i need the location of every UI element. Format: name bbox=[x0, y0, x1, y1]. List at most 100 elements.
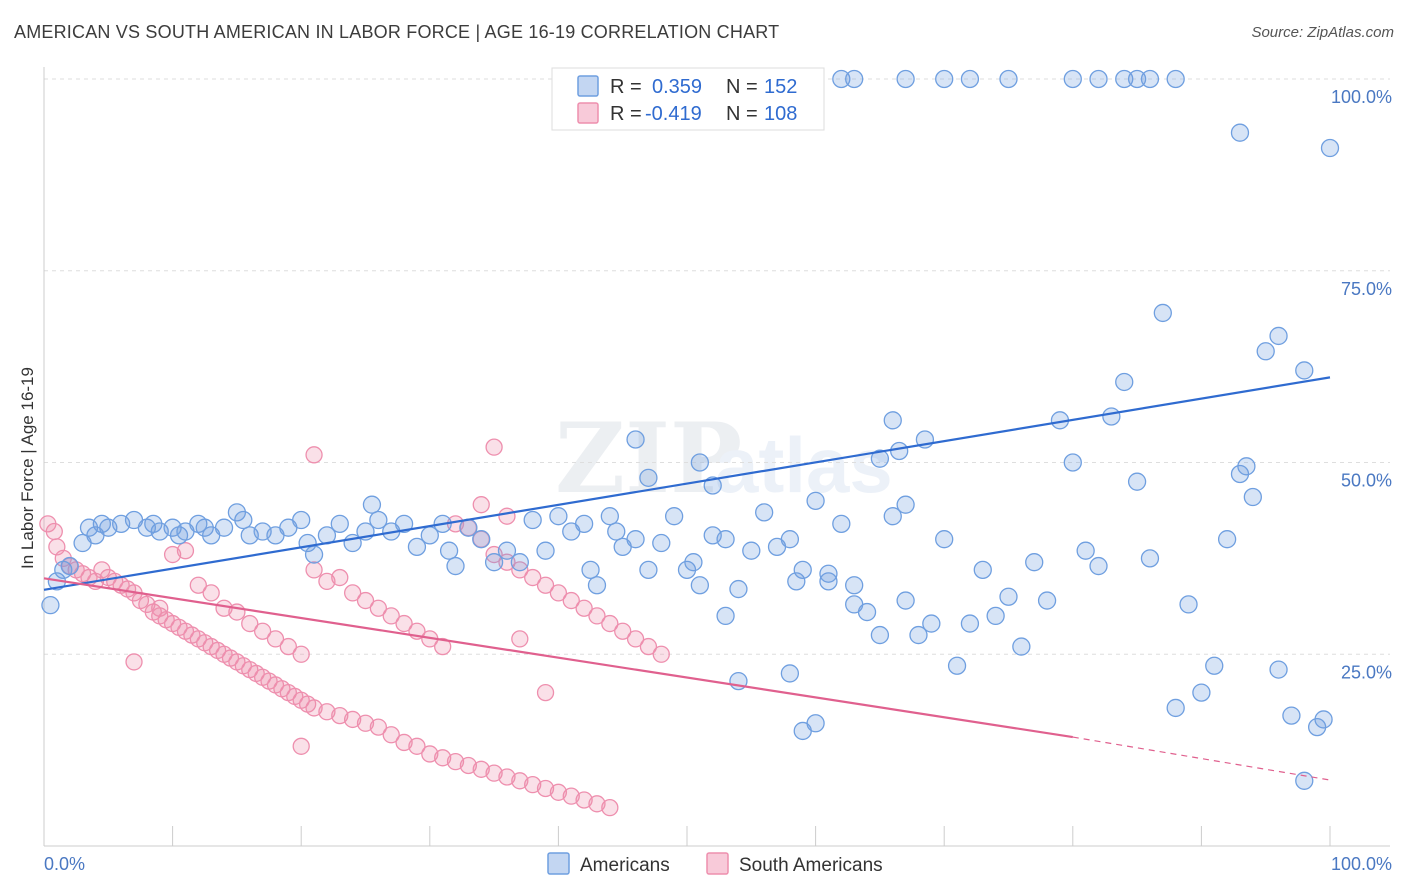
south-american-point bbox=[485, 764, 503, 782]
american-point bbox=[999, 587, 1018, 606]
legend-r-value-1: 0.359 bbox=[652, 76, 702, 98]
american-point bbox=[472, 530, 491, 549]
south-american-point bbox=[266, 630, 285, 648]
american-point bbox=[1076, 541, 1095, 560]
american-point bbox=[960, 614, 980, 633]
american-point bbox=[1205, 656, 1224, 675]
south-american-point bbox=[343, 584, 362, 602]
south-american-point bbox=[292, 645, 310, 663]
american-point bbox=[1269, 326, 1288, 346]
american-point bbox=[1237, 457, 1256, 476]
south-american-point bbox=[434, 749, 452, 767]
south-american-point bbox=[279, 637, 297, 656]
american-point bbox=[292, 510, 311, 530]
american-point bbox=[1166, 69, 1185, 89]
watermark: ZIP atlas bbox=[555, 402, 893, 515]
south-american-point bbox=[382, 607, 400, 625]
american-point bbox=[1127, 472, 1147, 491]
south-american-point bbox=[241, 614, 259, 633]
american-point bbox=[369, 510, 388, 530]
american-point bbox=[639, 468, 658, 487]
american-point bbox=[845, 69, 864, 89]
american-point bbox=[1256, 342, 1275, 361]
legend-bottom-label-south-americans: South Americans bbox=[739, 855, 883, 876]
american-point bbox=[1153, 303, 1172, 323]
american-point bbox=[536, 541, 555, 560]
legend-n-value-2: 108 bbox=[764, 103, 797, 125]
south-american-point bbox=[536, 779, 555, 798]
south-american-point bbox=[125, 653, 143, 671]
american-point bbox=[330, 514, 349, 534]
south-american-point bbox=[524, 775, 542, 794]
x-tick-label-right: 100.0% bbox=[1331, 854, 1392, 874]
american-point bbox=[626, 530, 645, 549]
axes bbox=[43, 67, 1390, 847]
american-point bbox=[729, 579, 748, 599]
american-point bbox=[407, 537, 427, 557]
american-point bbox=[780, 664, 800, 683]
trendlines bbox=[43, 376, 1331, 781]
american-point bbox=[922, 614, 941, 633]
american-point bbox=[1063, 453, 1082, 472]
south-american-point bbox=[575, 791, 593, 809]
american-point bbox=[652, 533, 671, 553]
american-point bbox=[439, 541, 459, 560]
south-american-point bbox=[485, 438, 503, 456]
american-point bbox=[1127, 69, 1147, 89]
american-point bbox=[1037, 591, 1057, 610]
south-american-point bbox=[511, 561, 529, 579]
south-american-point bbox=[536, 683, 555, 702]
y-tick-label: 75.0% bbox=[1341, 279, 1392, 299]
legend-r-label-1: R = bbox=[610, 76, 642, 98]
legend-n-value-1: 152 bbox=[764, 76, 797, 98]
american-point bbox=[806, 714, 825, 733]
american-point bbox=[1089, 556, 1108, 576]
south-american-point bbox=[472, 760, 490, 778]
south-american-point bbox=[614, 622, 632, 640]
south-american-point bbox=[305, 561, 323, 579]
american-point bbox=[870, 449, 890, 468]
american-point bbox=[1320, 138, 1340, 158]
american-point bbox=[41, 596, 60, 615]
south-american-point bbox=[588, 607, 606, 625]
american-point bbox=[703, 476, 722, 495]
american-point bbox=[896, 591, 915, 610]
south-americans-trendline bbox=[43, 577, 1073, 739]
south-american-point bbox=[163, 545, 182, 564]
legend-swatch-south-americans bbox=[577, 102, 599, 124]
south-american-point bbox=[511, 630, 529, 648]
south-american-point bbox=[408, 737, 426, 755]
american-point bbox=[1115, 69, 1134, 89]
american-point bbox=[909, 625, 928, 645]
chart-title: AMERICAN VS SOUTH AMERICAN IN LABOR FORC… bbox=[14, 22, 780, 42]
american-point bbox=[986, 606, 1005, 626]
south-american-point bbox=[305, 446, 323, 464]
south-american-point bbox=[369, 599, 388, 617]
american-point bbox=[234, 510, 253, 530]
american-point bbox=[883, 507, 902, 526]
american-point bbox=[787, 572, 806, 591]
american-point bbox=[845, 576, 864, 595]
legend-bottom-swatch-americans bbox=[547, 852, 570, 875]
south-american-point bbox=[253, 622, 272, 640]
south-american-point bbox=[498, 768, 516, 786]
american-point bbox=[362, 495, 382, 514]
south-americans-trendline-extension bbox=[1072, 736, 1331, 781]
american-point bbox=[581, 560, 600, 580]
x-tick-label-left: 0.0% bbox=[44, 854, 85, 874]
american-point bbox=[716, 606, 735, 626]
south-american-point bbox=[575, 599, 593, 617]
south-american-point bbox=[45, 522, 63, 541]
south-american-point bbox=[626, 630, 645, 648]
south-americans-points bbox=[39, 438, 670, 817]
american-point bbox=[574, 514, 594, 534]
south-american-point bbox=[395, 614, 413, 633]
south-american-point bbox=[331, 568, 349, 587]
american-point bbox=[523, 510, 542, 530]
american-point bbox=[664, 507, 684, 526]
american-point bbox=[1243, 487, 1262, 507]
american-point bbox=[1295, 361, 1314, 380]
legend-bottom-label-americans: Americans bbox=[580, 855, 670, 876]
y-axis-label: In Labor Force | Age 16-19 bbox=[18, 367, 37, 569]
american-point bbox=[1179, 595, 1198, 614]
